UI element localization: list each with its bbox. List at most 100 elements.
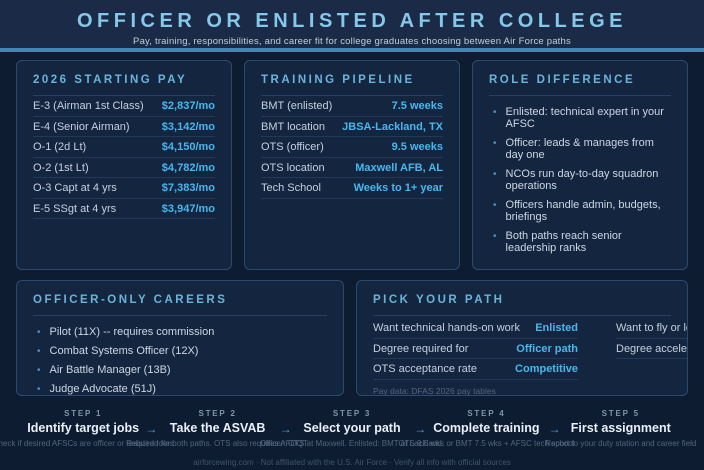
table-row: E-3 (Airman 1st Class) $2,837/mo (33, 96, 215, 117)
step-number-label: STEP 3 (332, 409, 372, 418)
path-question: OTS acceptance rate (373, 363, 477, 375)
page-title: OFFICER OR ENLISTED AFTER COLLEGE (77, 10, 627, 32)
divider (33, 315, 327, 316)
pick-your-path-right-column: Want to fly or lead units early Degree a… (616, 318, 687, 395)
pay-grade-label: O-1 (2d Lt) (33, 141, 87, 153)
pay-data-source-note: Pay data: DFAS 2026 pay tables (373, 385, 496, 396)
pick-your-path-title: PICK YOUR PATH (373, 294, 505, 306)
path-answer: Enlisted (535, 322, 578, 334)
step-title: Select your path (303, 421, 401, 435)
arrow-right-icon: → (279, 422, 292, 436)
divider (33, 95, 215, 96)
list-item: • NCOs run day-to-day squadron operation… (489, 164, 671, 195)
list-item: • Both paths reach senior leadership ran… (489, 226, 671, 257)
pick-your-path-grid: Want technical hands-on work Enlisted De… (373, 318, 687, 396)
starting-pay-rows: E-3 (Airman 1st Class) $2,837/mo E-4 (Se… (33, 96, 215, 219)
pay-amount: $3,142/mo (161, 120, 215, 133)
pay-grade-label: O-3 Capt at 4 yrs (33, 182, 117, 194)
path-question: Degree accelerates rank for (616, 342, 687, 355)
list-item: • Pilot (11X) -- requires commission (33, 322, 327, 341)
step-5: STEP 5 First assignment Report to your d… (545, 409, 696, 448)
list-item: • Air Battle Manager (13B) (33, 360, 327, 379)
table-row: E-5 SSgt at 4 yrs $3,947/mo (33, 199, 215, 219)
bullet-text: Pilot (11X) -- requires commission (49, 325, 215, 338)
officer-only-careers-title: OFFICER-ONLY CAREERS (33, 294, 228, 306)
step-description: OTS 9.5 wks or BMT 7.5 wks + AFSC tech s… (398, 439, 575, 448)
path-question: Want technical hands-on work (373, 322, 520, 334)
divider (373, 315, 671, 316)
step-2: STEP 2 Take the ASVAB → Required for bot… (126, 409, 309, 448)
bullet-icon: • (493, 199, 497, 211)
step-description: Check if desired AFSCs are officer or en… (0, 439, 174, 448)
bullet-text: Enlisted: technical expert in your AFSC (505, 105, 664, 130)
page-subtitle: Pay, training, responsibilities, and car… (133, 36, 571, 47)
bullet-text: Officers handle admin, budgets, briefing… (505, 198, 661, 223)
divider (489, 95, 671, 96)
pay-amount: $3,947/mo (161, 202, 215, 215)
list-item: • Officer: leads & manages from day one (489, 133, 671, 164)
pay-amount: $4,150/mo (161, 141, 215, 153)
table-row: BMT (enlisted) 7.5 weeks (261, 96, 443, 117)
path-question: Want to fly or lead units early (616, 322, 687, 334)
step-title: First assignment (570, 421, 671, 435)
step-title: Identify target jobs (27, 421, 140, 435)
bullet-icon: • (37, 364, 41, 376)
training-label: BMT location (261, 120, 325, 133)
step-number-label: STEP 1 (64, 409, 103, 418)
pick-your-path-panel: PICK YOUR PATH Want technical hands-on w… (356, 280, 688, 396)
step-title: Take the ASVAB (169, 421, 266, 435)
training-value: Maxwell AFB, AL (355, 161, 443, 174)
footer-disclaimer: airforcewing.com · Not affiliated with t… (193, 458, 511, 467)
table-row: OTS (officer) 9.5 weeks (261, 137, 443, 158)
bullet-icon: • (493, 137, 497, 149)
list-item: • Enlisted: technical expert in your AFS… (489, 102, 671, 133)
pay-amount: $2,837/mo (161, 100, 215, 112)
pay-grade-label: E-5 SSgt at 4 yrs (33, 202, 117, 215)
pay-amount: $4,782/mo (161, 161, 215, 174)
starting-pay-title: 2026 STARTING PAY (33, 74, 188, 86)
path-question: Degree required for (373, 342, 469, 355)
table-row: Degree accelerates rank for Enlisted (616, 339, 687, 359)
table-row: OTS location Maxwell AFB, AL (261, 158, 443, 178)
starting-pay-panel: 2026 STARTING PAY E-3 (Airman 1st Class)… (16, 60, 232, 270)
table-row: E-4 (Senior Airman) $3,142/mo (33, 117, 215, 137)
step-description: Officer: OTS at Maxwell. Enlisted: BMT a… (260, 439, 444, 448)
bullet-text: Judge Advocate (51J) (49, 382, 156, 395)
arrow-right-icon: → (414, 422, 427, 436)
pay-grade-label: O-2 (1st Lt) (33, 161, 89, 174)
table-row: O-2 (1st Lt) $4,782/mo (33, 158, 215, 178)
bullet-icon: • (493, 168, 497, 180)
table-row: Want to fly or lead units early (616, 318, 687, 339)
training-value: JBSA-Lackland, TX (342, 120, 443, 133)
step-number-label: STEP 2 (198, 409, 237, 418)
officer-only-careers-panel: OFFICER-ONLY CAREERS • Pilot (11X) -- re… (16, 280, 344, 396)
bullet-text: NCOs run day-to-day squadron operations (505, 167, 659, 192)
bullet-text: Both paths reach senior leadership ranks (505, 229, 622, 254)
training-value: Weeks to 1+ year (353, 182, 443, 194)
training-value: 9.5 weeks (391, 141, 443, 153)
table-row: Want technical hands-on work Enlisted (373, 318, 578, 339)
officer-only-careers-bullets: • Pilot (11X) -- requires commission • C… (33, 322, 327, 395)
bullet-icon: • (493, 106, 497, 118)
path-answer: Competitive (515, 363, 578, 375)
bullet-icon: • (37, 326, 41, 338)
training-pipeline-rows: BMT (enlisted) 7.5 weeks BMT location JB… (261, 96, 443, 199)
training-label: OTS location (261, 161, 325, 174)
step-3: STEP 3 Select your path → Officer: OTS a… (260, 409, 444, 448)
steps-section: STEP 1 Identify target jobs → Check if d… (0, 396, 696, 467)
divider (261, 95, 443, 96)
pay-amount: $7,383/mo (161, 182, 215, 194)
training-label: BMT (enlisted) (261, 100, 333, 112)
role-difference-bullets: • Enlisted: technical expert in your AFS… (489, 102, 671, 257)
training-label: Tech School (261, 182, 321, 194)
bullet-text: Air Battle Manager (13B) (49, 363, 171, 376)
step-4: STEP 4 Complete training → OTS 9.5 wks o… (398, 409, 574, 448)
table-row: O-1 (2d Lt) $4,150/mo (33, 137, 215, 158)
step-number-label: STEP 5 (601, 409, 640, 418)
arrow-right-icon: → (548, 422, 561, 436)
table-row: OTS acceptance rate Competitive (373, 359, 578, 380)
table-row: BMT location JBSA-Lackland, TX (261, 117, 443, 137)
bullet-icon: • (37, 345, 41, 357)
bullet-icon: • (37, 383, 41, 395)
table-row: O-3 Capt at 4 yrs $7,383/mo (33, 178, 215, 199)
